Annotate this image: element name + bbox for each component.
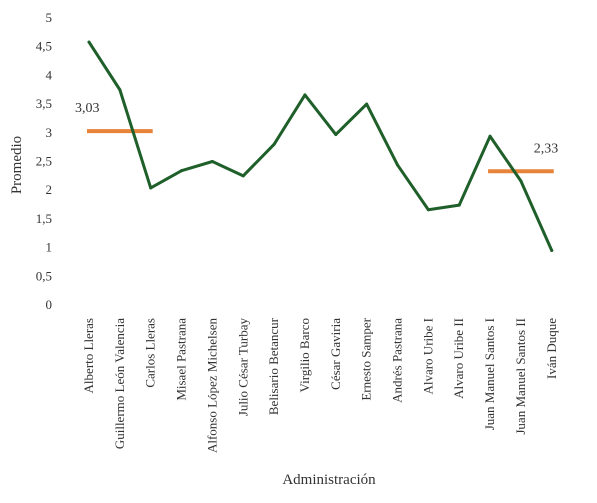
x-tick-label: Belisario Betancur — [266, 317, 281, 415]
x-tick-label: Misael Pastrana — [174, 318, 189, 401]
data-point — [149, 186, 153, 190]
y-axis-title: Promedio — [9, 136, 25, 194]
data-point — [519, 179, 523, 183]
series-line — [87, 40, 554, 252]
y-tick-label: 3,5 — [36, 96, 52, 111]
data-point — [118, 88, 122, 92]
x-tick-label: Juan Manuel Santos II — [513, 318, 528, 435]
x-tick-label: Alvaro Uribe II — [451, 318, 466, 399]
x-axis: Alberto Lleras Guillermo León Valencia Car… — [81, 317, 559, 453]
data-point — [457, 203, 461, 207]
average-label: 2,33 — [534, 141, 559, 156]
x-tick-label: Alvaro Uribe I — [420, 318, 435, 395]
average-label: 3,03 — [75, 101, 100, 116]
series — [87, 40, 554, 252]
x-tick-label: Ernesto Samper — [359, 317, 374, 400]
data-point — [272, 142, 276, 146]
y-tick-label: 0 — [46, 297, 53, 312]
y-tick-label: 1 — [46, 240, 53, 255]
x-tick-label: Iván Duque — [544, 318, 559, 379]
x-tick-label: Alfonso López Michelsen — [204, 318, 219, 454]
data-point — [241, 174, 245, 178]
data-point — [396, 163, 399, 167]
data-point — [210, 160, 214, 163]
y-tick-label: 2,5 — [36, 154, 52, 169]
data-point — [550, 248, 554, 252]
data-point — [303, 93, 307, 97]
x-tick-label: Andrés Pastrana — [390, 318, 405, 403]
x-tick-label: Juan Manuel Santos I — [482, 318, 497, 430]
data-point — [334, 133, 338, 137]
y-tick-label: 4,5 — [36, 39, 52, 54]
data-point — [365, 102, 369, 106]
y-tick-label: 0,5 — [36, 268, 52, 283]
y-tick-label: 1,5 — [36, 211, 52, 226]
x-tick-label: César Gaviria — [328, 318, 343, 390]
y-tick-label: 5 — [46, 10, 53, 25]
y-tick-label: 3 — [46, 125, 53, 140]
data-point — [180, 169, 184, 173]
x-tick-label: Guillermo León Valencia — [112, 318, 127, 449]
data-point — [87, 40, 91, 44]
x-tick-label: Carlos Lleras — [143, 318, 158, 388]
x-axis-title: Administración — [282, 472, 376, 488]
x-tick-label: Julio César Turbay — [235, 318, 250, 417]
data-point — [488, 134, 492, 138]
x-tick-label: Virgilio Barco — [297, 318, 312, 392]
y-tick-label: 4 — [46, 67, 53, 82]
x-tick-label: Alberto Lleras — [81, 318, 96, 393]
y-tick-label: 2 — [46, 182, 53, 197]
data-point — [426, 208, 430, 212]
annotations: 3,03 2,33 — [75, 101, 559, 174]
y-axis: 0 0,5 1 1,5 2 2,5 3 3,5 4 4,5 5 — [36, 10, 53, 312]
